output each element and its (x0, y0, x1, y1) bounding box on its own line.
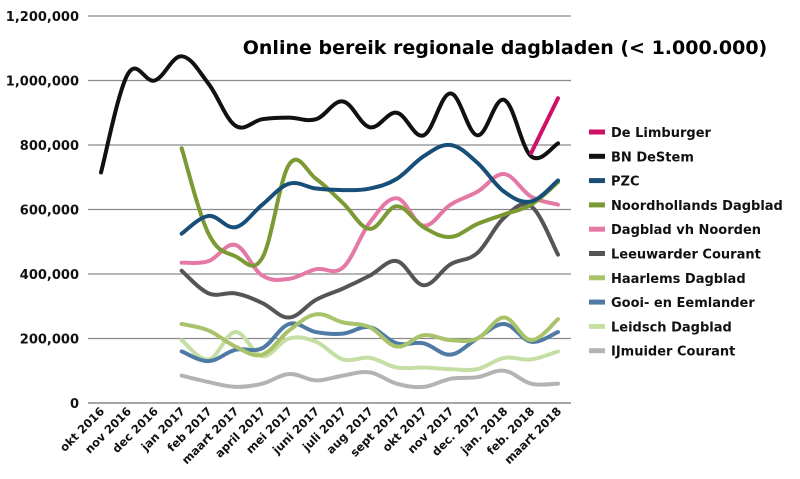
legend-label: De Limburger (611, 126, 712, 141)
series-line-2 (179, 142, 560, 236)
y-tick-label: 800,000 (20, 139, 79, 154)
legend-label: Noordhollands Dagblad (611, 199, 783, 214)
legend-label: BN DeStem (611, 150, 694, 165)
series-line-8 (179, 330, 560, 373)
legend-label: Leeuwarder Courant (611, 248, 761, 263)
legend-label: IJmuider Courant (611, 345, 735, 360)
series-line-1 (99, 54, 560, 175)
y-axis-tick-labels: 0 200,000 400,000 600,000 800,000 1,000,000 1,… (6, 10, 79, 412)
series-lines (99, 54, 560, 390)
series-line-0 (529, 96, 560, 156)
y-tick-label: 1,200,000 (6, 10, 79, 25)
y-tick-label: 1,000,000 (6, 75, 79, 90)
series-line-3 (179, 146, 560, 268)
legend-label: Gooi- en Eemlander (611, 296, 755, 311)
series-line-4 (179, 172, 560, 282)
legend: De Limburger BN DeStem PZC Noordhollands Da… (589, 126, 783, 360)
chart-title: Online bereik regionale dagbladen (< 1.0… (243, 37, 768, 59)
y-tick-label: 600,000 (20, 204, 79, 219)
legend-label: Dagblad vh Noorden (611, 223, 761, 238)
legend-label: PZC (611, 175, 640, 190)
series-line-5 (179, 202, 560, 320)
gridlines (88, 15, 571, 340)
legend-label: Leidsch Dagblad (611, 320, 732, 335)
y-tick-label: 200,000 (20, 333, 79, 348)
y-tick-label: 400,000 (20, 268, 79, 283)
y-tick-label: 0 (70, 397, 79, 412)
series-line-9 (179, 368, 560, 390)
series-line-6 (179, 312, 560, 358)
legend-label: Haarlems Dagblad (611, 272, 746, 287)
